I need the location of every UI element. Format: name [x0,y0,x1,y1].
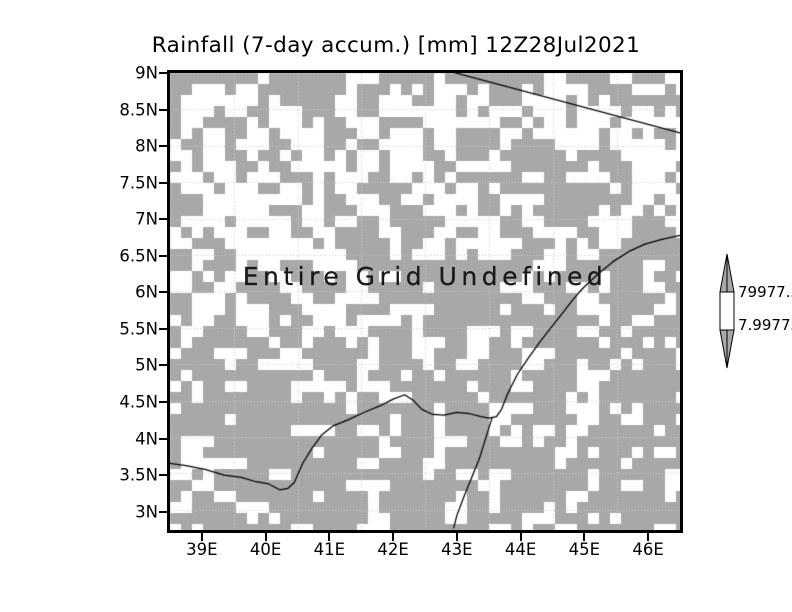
x-tick-label: 45E [568,540,601,559]
y-tick-mark [159,181,167,184]
y-tick-label: 4N [135,429,158,449]
y-tick-label: 3.5N [119,465,158,485]
y-tick-label: 9N [135,63,158,83]
x-tick-mark [647,533,650,541]
y-tick-mark [159,327,167,330]
x-tick-mark [264,533,267,541]
y-tick-mark [159,218,167,221]
rainfall-raster [170,73,680,530]
y-tick-label: 5N [135,355,158,375]
x-tick-mark [328,533,331,541]
x-tick-mark [455,533,458,541]
map-plot-area [167,70,683,533]
x-tick-label: 41E [313,540,346,559]
x-tick-label: 39E [186,540,218,559]
x-tick-mark [392,533,395,541]
colorbar-upper-label: 79977.3 [738,283,792,301]
y-tick-label: 4.5N [119,392,158,412]
y-tick-mark [159,437,167,440]
y-tick-label: 8N [135,136,158,156]
x-tick-mark [583,533,586,541]
y-tick-label: 3N [135,502,158,522]
y-tick-mark [159,510,167,513]
y-tick-label: 5.5N [119,319,158,339]
page-title: Rainfall (7-day accum.) [mm] 12Z28Jul202… [151,33,641,58]
colorbar-middle-band [719,291,735,331]
y-tick-mark [159,291,167,294]
y-tick-mark [159,145,167,148]
y-tick-mark [159,474,167,477]
x-tick-label: 43E [441,540,473,559]
y-tick-mark [159,401,167,404]
y-tick-mark [159,364,167,367]
y-tick-label: 6N [135,282,158,302]
colorbar-lower-label: 7.99773 [738,316,792,334]
y-axis: 9N 8.5N 8N 7.5N 7N 6.5N 6N 5.5N 5N 4.5N 4N 3.5N 3N [55,0,158,612]
colorbar [712,252,742,370]
x-tick-label: 40E [249,540,282,559]
x-tick-label: 46E [632,540,664,559]
y-tick-label: 7N [135,209,158,229]
y-tick-label: 8.5N [119,100,158,120]
y-tick-label: 7.5N [119,173,158,193]
x-tick-mark [519,533,522,541]
y-tick-label: 6.5N [119,246,158,266]
y-tick-mark [159,254,167,257]
x-tick-label: 44E [504,540,537,559]
y-tick-mark [159,108,167,111]
x-tick-mark [200,533,203,541]
y-tick-mark [159,72,167,74]
x-tick-label: 42E [377,540,409,559]
